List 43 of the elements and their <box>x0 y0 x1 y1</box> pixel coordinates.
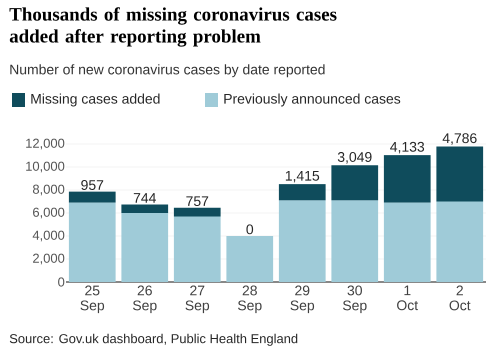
data-label: 757 <box>186 196 208 206</box>
x-tick-label: 28 Sep <box>238 286 262 314</box>
x-tick-label: 2 Oct <box>450 286 471 310</box>
bar <box>174 216 221 282</box>
x-tick-label: 27 Sep <box>185 286 210 314</box>
bar <box>278 184 326 200</box>
data-label: 957 <box>81 180 104 190</box>
bar <box>121 213 168 282</box>
data-label: 744 <box>134 193 156 203</box>
bar <box>121 204 168 213</box>
y-tick-label: 12,000 <box>26 138 64 150</box>
bar <box>436 201 484 282</box>
legend-label: Previously announced cases <box>224 93 400 106</box>
y-tick-label: 4,000 <box>32 230 64 242</box>
legend-label: Missing cases added <box>31 93 160 106</box>
bar <box>331 165 378 200</box>
bar <box>68 192 116 203</box>
x-tick-label: 29 Sep <box>290 286 314 314</box>
y-tick-label: 10,000 <box>26 162 64 172</box>
bar <box>384 155 431 203</box>
y-tick-label: 0 <box>58 277 64 287</box>
source-note: Source: Gov.uk dashboard, Public Health England <box>10 334 298 346</box>
y-tick-label: 2,000 <box>33 254 64 264</box>
data-label: 1,415 <box>286 171 320 182</box>
x-tick-label: 30 Sep <box>342 286 367 314</box>
y-tick-label: 6,000 <box>33 208 64 218</box>
chart-subtitle: Number of new coronavirus cases by date reported <box>10 64 325 78</box>
y-tick-label: 8,000 <box>32 184 64 196</box>
bar <box>331 200 378 282</box>
data-label: 3,049 <box>338 152 372 164</box>
data-label: 0 <box>246 224 254 234</box>
x-tick-label: 26 Sep <box>132 286 157 314</box>
data-label: 4,133 <box>390 142 424 154</box>
bar <box>68 202 116 282</box>
bar <box>226 236 274 282</box>
bar <box>278 200 326 282</box>
bar <box>174 208 221 216</box>
bar <box>384 202 431 282</box>
bar <box>436 146 484 202</box>
x-tick-label: 1 Oct <box>397 286 418 310</box>
x-tick-label: 25 Sep <box>80 286 104 314</box>
data-label: 4,786 <box>442 133 477 145</box>
chart-title: Thousands of missing coronavirus cases added after reporting problem <box>10 7 337 47</box>
